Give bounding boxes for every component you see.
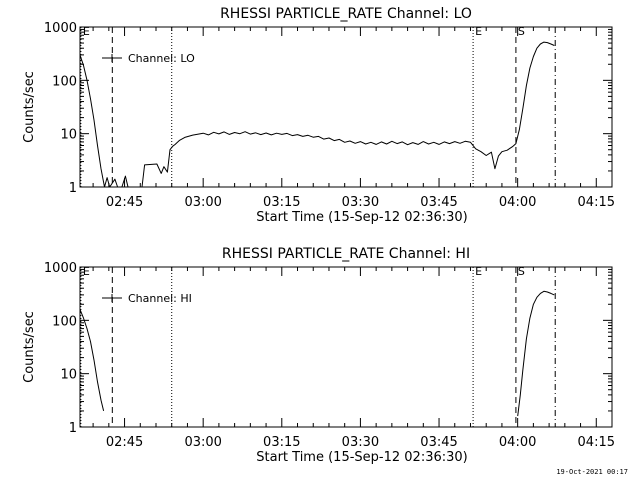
x-axis-label-hi: Start Time (15-Sep-12 02:36:30) <box>256 450 467 465</box>
y-tick-label-lo: 1 <box>69 181 77 196</box>
y-tick-label-lo: 1000 <box>44 21 77 36</box>
marker-label-s-lo: S <box>518 25 525 38</box>
x-tick-label-lo: 03:00 <box>184 195 221 210</box>
x-tick-label-hi: 02:45 <box>106 435 143 450</box>
x-tick-label-hi: 03:15 <box>263 435 300 450</box>
y-tick-label-hi: 1 <box>69 421 77 436</box>
x-tick-label-lo: 02:45 <box>106 195 143 210</box>
x-tick-label-hi: 04:00 <box>499 435 536 450</box>
x-tick-label-lo: 03:15 <box>263 195 300 210</box>
y-axis-label-hi: Counts/sec <box>22 311 37 383</box>
data-line-lo <box>79 54 119 188</box>
y-tick-label-lo: 100 <box>52 74 77 89</box>
y-tick-label-hi: 10 <box>60 368 77 383</box>
x-tick-label-hi: 04:15 <box>578 435 615 450</box>
marker-label-s-hi: S <box>518 265 525 278</box>
x-tick-label-lo: 04:15 <box>578 195 615 210</box>
legend-label-hi: Channel: HI <box>128 292 192 305</box>
y-tick-label-lo: 10 <box>60 128 77 143</box>
legend-label-lo: Channel: LO <box>128 52 195 65</box>
x-tick-label-lo: 04:00 <box>499 195 536 210</box>
timestamp-footer: 19-Oct-2021 00:17 <box>556 468 628 476</box>
plot-frame-lo <box>79 26 613 188</box>
y-tick-label-hi: 1000 <box>44 261 77 276</box>
x-axis-label-lo: Start Time (15-Sep-12 02:36:30) <box>256 210 467 225</box>
plot-frame-hi <box>79 266 613 428</box>
x-tick-label-lo: 03:45 <box>420 195 457 210</box>
marker-label-e-lo: E <box>475 25 482 38</box>
marker-label-e-hi: E <box>83 265 90 278</box>
marker-label-e-hi: E <box>475 265 482 278</box>
x-tick-label-hi: 03:30 <box>342 435 379 450</box>
data-line-lo <box>121 175 129 188</box>
chart-title-hi: RHESSI PARTICLE_RATE Channel: HI <box>222 246 470 262</box>
data-line-hi <box>79 309 105 412</box>
chart-title-lo: RHESSI PARTICLE_RATE Channel: LO <box>220 6 472 22</box>
data-line-hi <box>517 290 555 417</box>
marker-label-e-lo: E <box>83 25 90 38</box>
y-tick-label-hi: 100 <box>52 314 77 329</box>
x-tick-label-hi: 03:45 <box>420 435 457 450</box>
data-line-lo <box>141 41 555 188</box>
y-axis-label-lo: Counts/sec <box>22 71 37 143</box>
x-tick-label-lo: 03:30 <box>342 195 379 210</box>
x-tick-label-hi: 03:00 <box>184 435 221 450</box>
